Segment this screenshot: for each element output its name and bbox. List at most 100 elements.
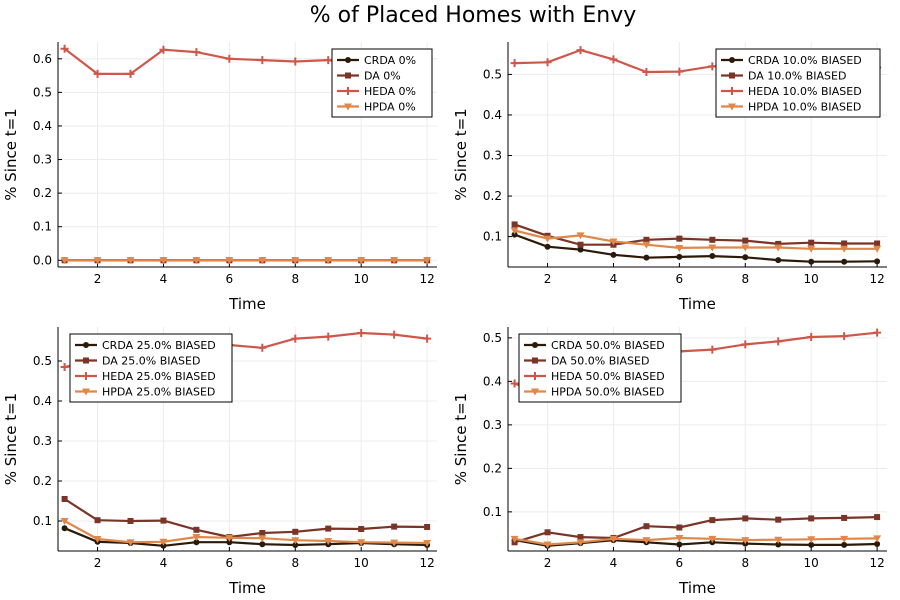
data-point <box>874 258 881 265</box>
x-axis-label: Time <box>228 579 266 597</box>
data-point <box>291 334 300 343</box>
data-point <box>159 257 168 265</box>
x-tick-label: 2 <box>94 272 102 286</box>
data-point <box>643 523 650 530</box>
data-point <box>775 240 782 247</box>
data-point <box>511 221 518 228</box>
data-point <box>423 257 432 265</box>
x-axis-label: Time <box>678 579 716 597</box>
data-point <box>510 59 519 68</box>
data-point <box>808 258 815 265</box>
data-point <box>324 332 333 341</box>
x-tick-label: 12 <box>869 272 884 286</box>
data-point <box>93 257 102 265</box>
x-tick-label: 12 <box>419 556 434 570</box>
data-point <box>292 528 299 535</box>
data-point <box>675 244 684 252</box>
series-line <box>514 229 878 250</box>
data-point <box>873 535 882 543</box>
y-tick-label: 0.4 <box>483 374 502 388</box>
legend-label: CRDA 0% <box>364 54 416 67</box>
data-point <box>808 515 815 522</box>
x-tick-label: 10 <box>804 272 819 286</box>
series-line <box>514 516 878 544</box>
y-axis-label: % Since t=1 <box>2 393 20 485</box>
series-line <box>514 223 878 246</box>
x-tick-label: 6 <box>676 556 684 570</box>
x-tick-label: 6 <box>226 556 234 570</box>
data-point <box>511 231 518 238</box>
data-point <box>775 541 782 548</box>
data-point <box>192 257 201 265</box>
data-point <box>708 345 717 354</box>
data-point <box>840 245 849 253</box>
x-tick-label: 12 <box>419 272 434 286</box>
data-point <box>807 536 816 544</box>
data-point <box>741 244 750 252</box>
y-tick-label: 0.1 <box>483 230 502 244</box>
data-point <box>709 253 716 260</box>
y-tick-label: 0.5 <box>33 354 52 368</box>
data-point <box>609 238 618 246</box>
data-point <box>61 525 68 532</box>
x-tick-label: 2 <box>544 556 552 570</box>
series-line <box>64 520 428 545</box>
legend-marker <box>82 372 90 380</box>
data-point <box>192 48 201 57</box>
subplot-4: 2 4 6 8 10 12 0.1 0.2 0.3 0.4 0.5 Time % Since t=1 CR… <box>452 327 887 597</box>
y-tick-label: 0.3 <box>483 418 502 432</box>
y-tick-label: 0.0 <box>33 253 52 267</box>
data-point <box>577 534 584 541</box>
y-tick-label: 0.1 <box>483 505 502 519</box>
legend-marker <box>83 357 89 364</box>
data-point <box>873 328 882 337</box>
series-line <box>64 498 428 539</box>
series-line <box>514 536 878 546</box>
y-tick-label: 0.1 <box>33 220 52 234</box>
legend-marker <box>344 103 352 111</box>
subplot-3: 2 4 6 8 10 12 0.1 0.2 0.3 0.4 0.5 Time % Since t=1 CR… <box>2 327 437 597</box>
data-point <box>357 257 366 265</box>
data-point <box>60 257 69 265</box>
legend-label: CRDA 10.0% BIASED <box>748 54 862 67</box>
data-point <box>423 334 432 343</box>
data-point <box>642 68 651 76</box>
data-point <box>676 235 683 242</box>
data-point <box>774 244 783 252</box>
series-crda <box>511 231 881 265</box>
y-tick-label: 0.6 <box>33 52 52 66</box>
data-point <box>325 525 332 532</box>
data-point <box>126 539 135 547</box>
x-axis-label: Time <box>228 295 266 313</box>
data-point <box>390 539 399 547</box>
x-tick-label: 2 <box>544 272 552 286</box>
data-point <box>741 537 750 545</box>
data-point <box>709 517 716 524</box>
x-tick-label: 4 <box>160 556 168 570</box>
legend-marker <box>728 103 736 111</box>
y-axis-label: % Since t=1 <box>2 108 20 200</box>
legend-label: CRDA 50.0% BIASED <box>551 339 665 352</box>
x-tick-label: 10 <box>354 272 369 286</box>
legend-marker <box>532 357 538 364</box>
legend-label: HPDA 25.0% BIASED <box>102 386 215 399</box>
data-point <box>643 236 650 243</box>
data-point <box>775 516 782 523</box>
series-hpda <box>60 257 432 265</box>
data-point <box>742 515 749 522</box>
data-point <box>259 530 266 536</box>
data-point <box>841 258 848 265</box>
data-point <box>543 541 552 549</box>
data-point <box>543 235 552 243</box>
data-point <box>357 539 366 547</box>
y-tick-label: 0.3 <box>33 153 52 167</box>
data-point <box>841 541 848 548</box>
data-point <box>610 251 617 258</box>
legend-label: DA 10.0% BIASED <box>748 70 846 83</box>
y-axis-label: % Since t=1 <box>452 393 470 485</box>
data-point <box>60 363 69 371</box>
data-point <box>127 518 134 524</box>
legend-label: HEDA 0% <box>364 85 416 98</box>
legend-marker <box>83 342 89 348</box>
legend-label: HEDA 25.0% BIASED <box>102 370 216 383</box>
